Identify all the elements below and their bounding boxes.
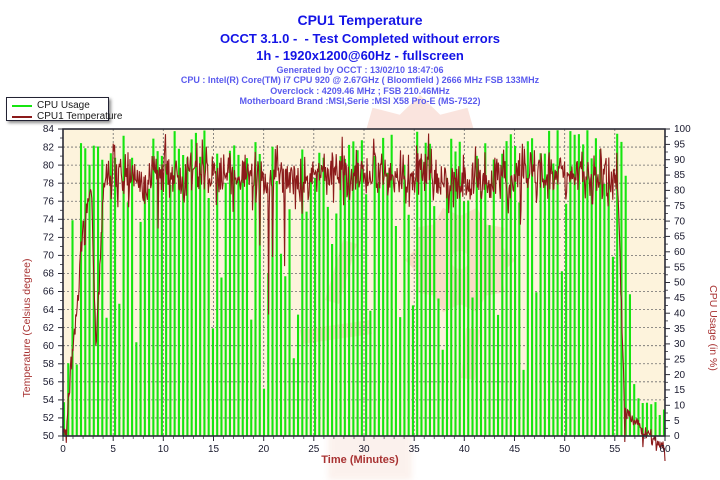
svg-text:55: 55	[609, 444, 621, 455]
svg-text:50: 50	[674, 278, 686, 289]
svg-text:15: 15	[208, 444, 220, 455]
svg-text:35: 35	[674, 324, 686, 335]
svg-text:95: 95	[674, 140, 686, 151]
svg-text:68: 68	[43, 269, 55, 280]
svg-text:20: 20	[258, 444, 270, 455]
svg-text:76: 76	[43, 196, 55, 207]
svg-text:0: 0	[60, 444, 66, 455]
svg-text:70: 70	[674, 216, 686, 227]
svg-text:25: 25	[674, 354, 686, 365]
svg-text:84: 84	[43, 124, 55, 135]
svg-text:80: 80	[43, 160, 55, 171]
svg-text:78: 78	[43, 178, 55, 189]
svg-text:65: 65	[674, 232, 686, 243]
svg-text:62: 62	[43, 323, 55, 334]
svg-text:70: 70	[43, 251, 55, 262]
svg-text:85: 85	[674, 170, 686, 181]
svg-text:5: 5	[674, 416, 680, 427]
svg-text:64: 64	[43, 305, 55, 316]
svg-text:82: 82	[43, 142, 55, 153]
svg-text:100: 100	[674, 124, 691, 135]
svg-text:0: 0	[674, 431, 680, 442]
svg-text:66: 66	[43, 287, 55, 298]
svg-text:10: 10	[674, 401, 686, 412]
svg-text:58: 58	[43, 359, 55, 370]
svg-text:60: 60	[43, 341, 55, 352]
svg-text:35: 35	[409, 444, 421, 455]
svg-text:80: 80	[674, 186, 686, 197]
svg-text:5: 5	[110, 444, 116, 455]
svg-text:40: 40	[459, 444, 471, 455]
svg-text:90: 90	[674, 155, 686, 166]
svg-text:74: 74	[43, 215, 55, 226]
svg-text:40: 40	[674, 308, 686, 319]
svg-text:45: 45	[509, 444, 521, 455]
svg-text:50: 50	[43, 431, 55, 442]
svg-text:25: 25	[308, 444, 320, 455]
svg-text:55: 55	[674, 262, 686, 273]
svg-text:56: 56	[43, 377, 55, 388]
svg-text:54: 54	[43, 395, 55, 406]
svg-text:30: 30	[358, 444, 370, 455]
svg-text:60: 60	[659, 444, 671, 455]
svg-text:15: 15	[674, 385, 686, 396]
svg-text:10: 10	[158, 444, 170, 455]
svg-text:20: 20	[674, 370, 686, 381]
svg-text:60: 60	[674, 247, 686, 258]
svg-text:75: 75	[674, 201, 686, 212]
svg-text:30: 30	[674, 339, 686, 350]
svg-text:45: 45	[674, 293, 686, 304]
svg-text:50: 50	[559, 444, 571, 455]
svg-text:52: 52	[43, 413, 55, 424]
svg-text:72: 72	[43, 233, 55, 244]
